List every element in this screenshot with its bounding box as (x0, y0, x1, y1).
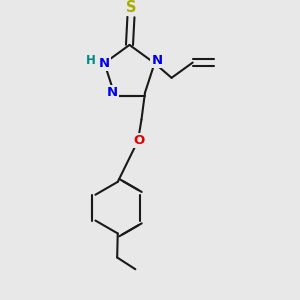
Text: O: O (133, 134, 144, 147)
Text: N: N (99, 57, 110, 70)
Text: N: N (152, 54, 163, 67)
Text: H: H (86, 54, 96, 67)
Text: S: S (126, 0, 137, 15)
Text: N: N (107, 86, 118, 99)
